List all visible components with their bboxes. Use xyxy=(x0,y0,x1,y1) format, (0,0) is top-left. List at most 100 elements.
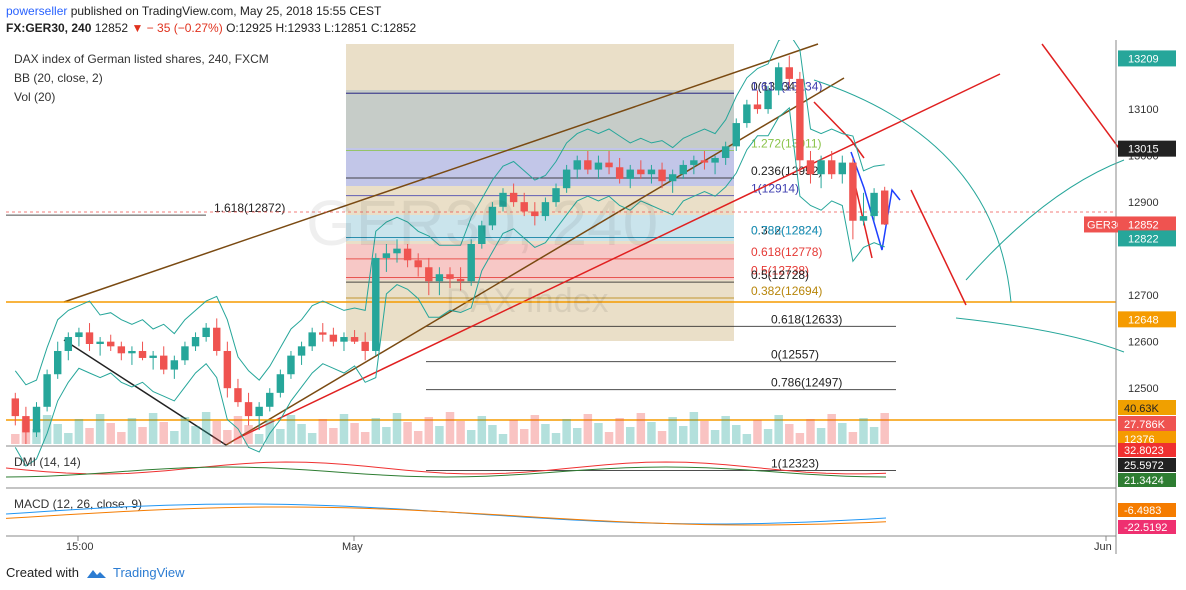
macd-badge-0: -6.4983 xyxy=(1124,505,1161,517)
blue-path xyxy=(850,151,901,251)
volume-bar xyxy=(244,425,253,444)
volume-bar xyxy=(191,426,200,444)
macd-signal-line xyxy=(6,506,887,526)
candle-body xyxy=(425,267,433,282)
fib-label-6: 0.382(12824) xyxy=(751,223,822,237)
vol-badge-0: 40.63K xyxy=(1124,403,1160,415)
candle-body xyxy=(658,169,666,182)
chart-frame[interactable]: 1.618(12872)0(13134)1.618(13134)1.272(13… xyxy=(6,40,1180,554)
arc-1 xyxy=(813,79,1012,303)
candle-body xyxy=(796,78,804,161)
candle-body xyxy=(149,355,157,358)
volume-bar xyxy=(371,418,381,444)
macd-badge-bg-0 xyxy=(1118,503,1176,517)
bb-upper-band xyxy=(14,40,885,386)
candle-body xyxy=(774,67,783,91)
dmi-badge-bg-2 xyxy=(1118,473,1176,487)
chart-canvas[interactable]: 1.618(12872)0(13134)1.618(13134)1.272(13… xyxy=(6,40,1180,554)
volume-bar xyxy=(159,422,168,444)
candle-body xyxy=(350,337,359,342)
volume-bar xyxy=(329,428,338,444)
volume-bar xyxy=(498,434,508,444)
trend-line-3 xyxy=(233,73,1001,441)
candle-body xyxy=(584,160,592,170)
volume-bar xyxy=(795,433,805,444)
price-change: − 35 (−0.27%) xyxy=(146,21,223,35)
volume-bar xyxy=(604,432,614,444)
fib-label-9: 0.5(12738) xyxy=(751,263,809,277)
candle-body xyxy=(711,157,719,163)
fib-label-14: 0.786(12497) xyxy=(771,376,842,390)
candle-body xyxy=(255,406,263,417)
candle-body xyxy=(181,346,189,361)
volume-bar xyxy=(700,421,709,444)
volume-bar xyxy=(626,427,635,444)
volume-bar xyxy=(530,415,540,444)
volume-bar xyxy=(106,423,115,444)
published-text: published on TradingView.com, May 25, 20… xyxy=(70,4,382,18)
author-link[interactable]: powerseller xyxy=(6,4,68,18)
volume-bar xyxy=(785,424,794,444)
volume-bar xyxy=(488,425,497,444)
candle-body xyxy=(732,123,740,147)
legend-vol: Vol (20) xyxy=(14,90,55,104)
created-with-text: Created with xyxy=(6,565,79,580)
volume-bar xyxy=(679,426,688,444)
price-badge-4: 12822 xyxy=(1128,233,1159,245)
symbol-info: FX:GER30, 240 12852 ▼ − 35 (−0.27%) O:12… xyxy=(6,21,416,35)
candle-body xyxy=(637,169,645,175)
arc-2 xyxy=(955,317,1125,353)
volume-bar xyxy=(297,424,306,444)
candles-group xyxy=(11,40,889,467)
price-badge-2: GER30 xyxy=(1087,219,1123,231)
candle-body xyxy=(488,206,497,226)
candle-body xyxy=(414,260,422,268)
volume-bar xyxy=(816,428,826,444)
candle-body xyxy=(96,341,104,344)
watermark-name: DAX Index xyxy=(446,282,609,320)
price-badge-1: 13015 xyxy=(1128,144,1159,156)
volume-bar xyxy=(572,428,582,444)
candle-body xyxy=(191,337,200,347)
trend-line-2 xyxy=(63,339,227,446)
x-tick-2: Jun xyxy=(1094,541,1112,553)
candle-body xyxy=(467,244,475,282)
volume-bar xyxy=(445,412,455,444)
volume-bar xyxy=(647,422,656,444)
volume-bar xyxy=(201,412,211,444)
vol-badge-bg-1 xyxy=(1118,416,1176,431)
candle-body xyxy=(160,355,168,370)
price-badge-bg-4 xyxy=(1118,230,1176,247)
volume-bar xyxy=(509,420,518,444)
publish-info: powerseller published on TradingView.com… xyxy=(6,4,381,18)
volume-bar xyxy=(838,423,847,444)
volume-bar xyxy=(541,424,550,444)
volume-bar xyxy=(212,421,221,444)
dmi-badge-2: 21.3424 xyxy=(1124,475,1164,487)
volume-bar xyxy=(11,434,20,444)
candle-body xyxy=(880,190,889,225)
candle-body xyxy=(319,332,327,335)
volume-bar xyxy=(583,414,593,444)
candle-body xyxy=(531,211,539,217)
candle-body xyxy=(32,406,41,433)
volume-bar xyxy=(233,416,243,444)
candle-body xyxy=(22,416,30,433)
dmi-badge-bg-1 xyxy=(1118,458,1176,472)
candle-body xyxy=(340,337,348,342)
tradingview-link[interactable]: TradingView xyxy=(112,565,185,580)
macd-badge-1: -22.5192 xyxy=(1124,522,1167,534)
candle-body xyxy=(838,162,846,175)
candle-body xyxy=(573,160,581,170)
volume-bar xyxy=(148,413,158,444)
volume-bar xyxy=(74,419,84,444)
legend-dmi: DMI (14, 14) xyxy=(14,455,81,469)
volume-bar xyxy=(138,427,147,444)
volume-bar xyxy=(403,422,412,444)
price-badge-0: 13209 xyxy=(1128,53,1159,65)
candle-body xyxy=(541,202,550,217)
volume-bar xyxy=(562,419,571,444)
candle-body xyxy=(849,162,857,221)
volume-bar xyxy=(170,431,179,444)
fib-label-10: 0.5(12728) xyxy=(751,268,809,282)
